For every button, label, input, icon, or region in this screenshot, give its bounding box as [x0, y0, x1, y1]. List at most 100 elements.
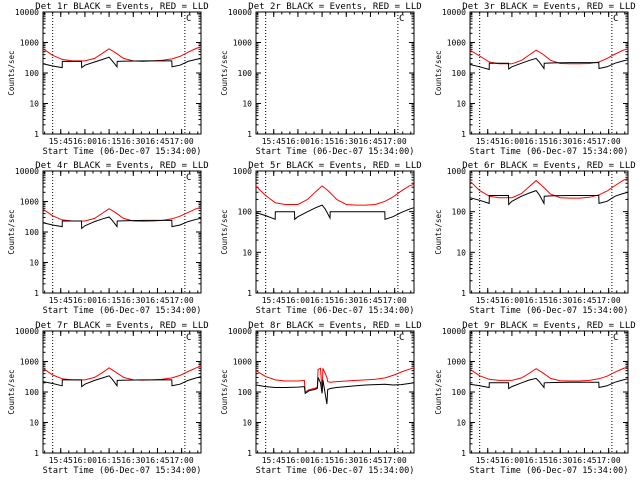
- panel-title: Det 9r BLACK = Events, RED = LLD: [462, 321, 635, 331]
- y-tick-label: 1000: [447, 39, 466, 48]
- y-tick-label: 1: [247, 289, 252, 298]
- x-tick-label: 16:15: [310, 456, 334, 465]
- x-tick-label: 16:15: [310, 296, 334, 305]
- lld-series-line: [469, 48, 629, 65]
- plot-frame: [42, 11, 202, 135]
- x-tick-label: 17:00: [597, 137, 621, 146]
- corner-mark: C: [186, 333, 191, 343]
- y-tick-label: 10: [29, 259, 39, 268]
- y-tick-label: 10: [242, 100, 252, 109]
- x-tick-label: 15:45: [476, 296, 500, 305]
- x-tick-label: 16:00: [286, 456, 310, 465]
- y-tick-label: 1000: [20, 198, 39, 207]
- y-tick-label: 100: [452, 208, 467, 217]
- events-series-line: [469, 190, 629, 206]
- lld-series-line: [42, 365, 202, 381]
- detector-panel: Det 2r BLACK = Events, RED = LLD 1 10 100 10…: [220, 2, 422, 157]
- x-tick-label: 16:45: [572, 296, 596, 305]
- x-tick-label: 16:45: [358, 137, 382, 146]
- x-tick-label: 16:00: [73, 137, 97, 146]
- x-tick-label: 17:00: [383, 296, 407, 305]
- plot-frame: [469, 11, 629, 135]
- x-axis-label: Start Time (06-Dec-07 15:34:00): [43, 466, 202, 476]
- x-tick-label: 15:45: [262, 456, 286, 465]
- events-series-line: [469, 377, 629, 390]
- x-axis-label: Start Time (06-Dec-07 15:34:00): [256, 306, 415, 316]
- x-tick-label: 17:00: [383, 137, 407, 146]
- plot-frame: [255, 170, 415, 294]
- detector-panel: Det 8r BLACK = Events, RED = LLD 1 10 100 10…: [220, 321, 422, 476]
- panel-title: Det 1r BLACK = Events, RED = LLD: [35, 2, 208, 12]
- y-tick-label: 1000: [20, 39, 39, 48]
- x-tick-label: 16:30: [334, 456, 358, 465]
- y-tick-label: 100: [452, 69, 467, 78]
- x-tick-label: 16:30: [334, 296, 358, 305]
- x-tick-label: 16:15: [524, 137, 548, 146]
- detector-panel: Det 7r BLACK = Events, RED = LLD 1 10 100 10…: [7, 321, 209, 476]
- corner-mark: C: [399, 333, 404, 343]
- plot-frame: [42, 170, 202, 294]
- y-tick-label: 10000: [228, 8, 252, 17]
- detector-panel: Det 9r BLACK = Events, RED = LLD 1 10 100 10…: [434, 321, 636, 476]
- corner-mark: C: [613, 14, 618, 24]
- corner-mark: C: [186, 14, 191, 24]
- y-tick-label: 10000: [15, 167, 39, 176]
- panel-title: Det 4r BLACK = Events, RED = LLD: [35, 161, 208, 171]
- y-tick-label: 10000: [15, 327, 39, 336]
- y-tick-label: 1: [34, 130, 39, 139]
- panel-title: Det 7r BLACK = Events, RED = LLD: [35, 321, 208, 331]
- lld-series-line: [42, 46, 202, 62]
- x-axis-label: Start Time (06-Dec-07 15:34:00): [43, 147, 202, 157]
- y-tick-label: 10000: [442, 8, 466, 17]
- x-tick-label: 16:15: [97, 456, 121, 465]
- plot-frame: [42, 330, 202, 454]
- x-axis-label: Start Time (06-Dec-07 15:34:00): [256, 466, 415, 476]
- x-tick-label: 16:45: [358, 296, 382, 305]
- x-tick-label: 16:00: [500, 137, 524, 146]
- y-tick-label: 10: [456, 248, 466, 257]
- x-tick-label: 15:45: [49, 456, 73, 465]
- x-tick-label: 16:00: [73, 296, 97, 305]
- y-axis-label: Counts/sec: [220, 369, 229, 414]
- lld-series-line: [42, 206, 202, 222]
- y-tick-label: 100: [25, 69, 40, 78]
- panel-title: Det 2r BLACK = Events, RED = LLD: [248, 2, 421, 12]
- y-tick-label: 1000: [233, 358, 252, 367]
- y-axis-label: Counts/sec: [220, 50, 229, 95]
- x-tick-label: 16:45: [145, 137, 169, 146]
- x-tick-label: 16:45: [358, 456, 382, 465]
- x-tick-label: 17:00: [170, 137, 194, 146]
- panel-title: Det 8r BLACK = Events, RED = LLD: [248, 321, 421, 331]
- events-series-line: [42, 375, 202, 388]
- x-tick-label: 16:30: [548, 456, 572, 465]
- x-tick-label: 16:30: [334, 137, 358, 146]
- y-tick-label: 1: [34, 449, 39, 458]
- y-tick-label: 10000: [15, 8, 39, 17]
- x-tick-label: 16:15: [524, 456, 548, 465]
- corner-mark: C: [186, 173, 191, 183]
- x-tick-label: 15:45: [476, 456, 500, 465]
- x-tick-label: 16:00: [500, 456, 524, 465]
- y-tick-label: 100: [452, 388, 467, 397]
- y-tick-label: 10: [242, 419, 252, 428]
- y-tick-label: 10: [456, 100, 466, 109]
- y-tick-label: 1000: [447, 167, 466, 176]
- lld-series-line: [255, 183, 415, 206]
- x-tick-label: 16:00: [286, 296, 310, 305]
- x-tick-label: 16:45: [145, 296, 169, 305]
- y-tick-label: 1: [247, 130, 252, 139]
- y-tick-label: 100: [238, 69, 253, 78]
- y-axis-label: Counts/sec: [7, 209, 16, 254]
- panel-title: Det 5r BLACK = Events, RED = LLD: [248, 161, 421, 171]
- y-tick-label: 100: [238, 388, 253, 397]
- panel-title: Det 3r BLACK = Events, RED = LLD: [462, 2, 635, 12]
- events-series-line: [42, 216, 202, 230]
- x-tick-label: 16:45: [572, 456, 596, 465]
- x-axis-label: Start Time (06-Dec-07 15:34:00): [43, 306, 202, 316]
- x-tick-label: 16:45: [572, 137, 596, 146]
- x-tick-label: 16:30: [121, 296, 145, 305]
- events-series-line: [469, 57, 629, 71]
- events-series-line: [255, 204, 415, 221]
- corner-mark: C: [613, 333, 618, 343]
- y-tick-label: 100: [25, 228, 40, 237]
